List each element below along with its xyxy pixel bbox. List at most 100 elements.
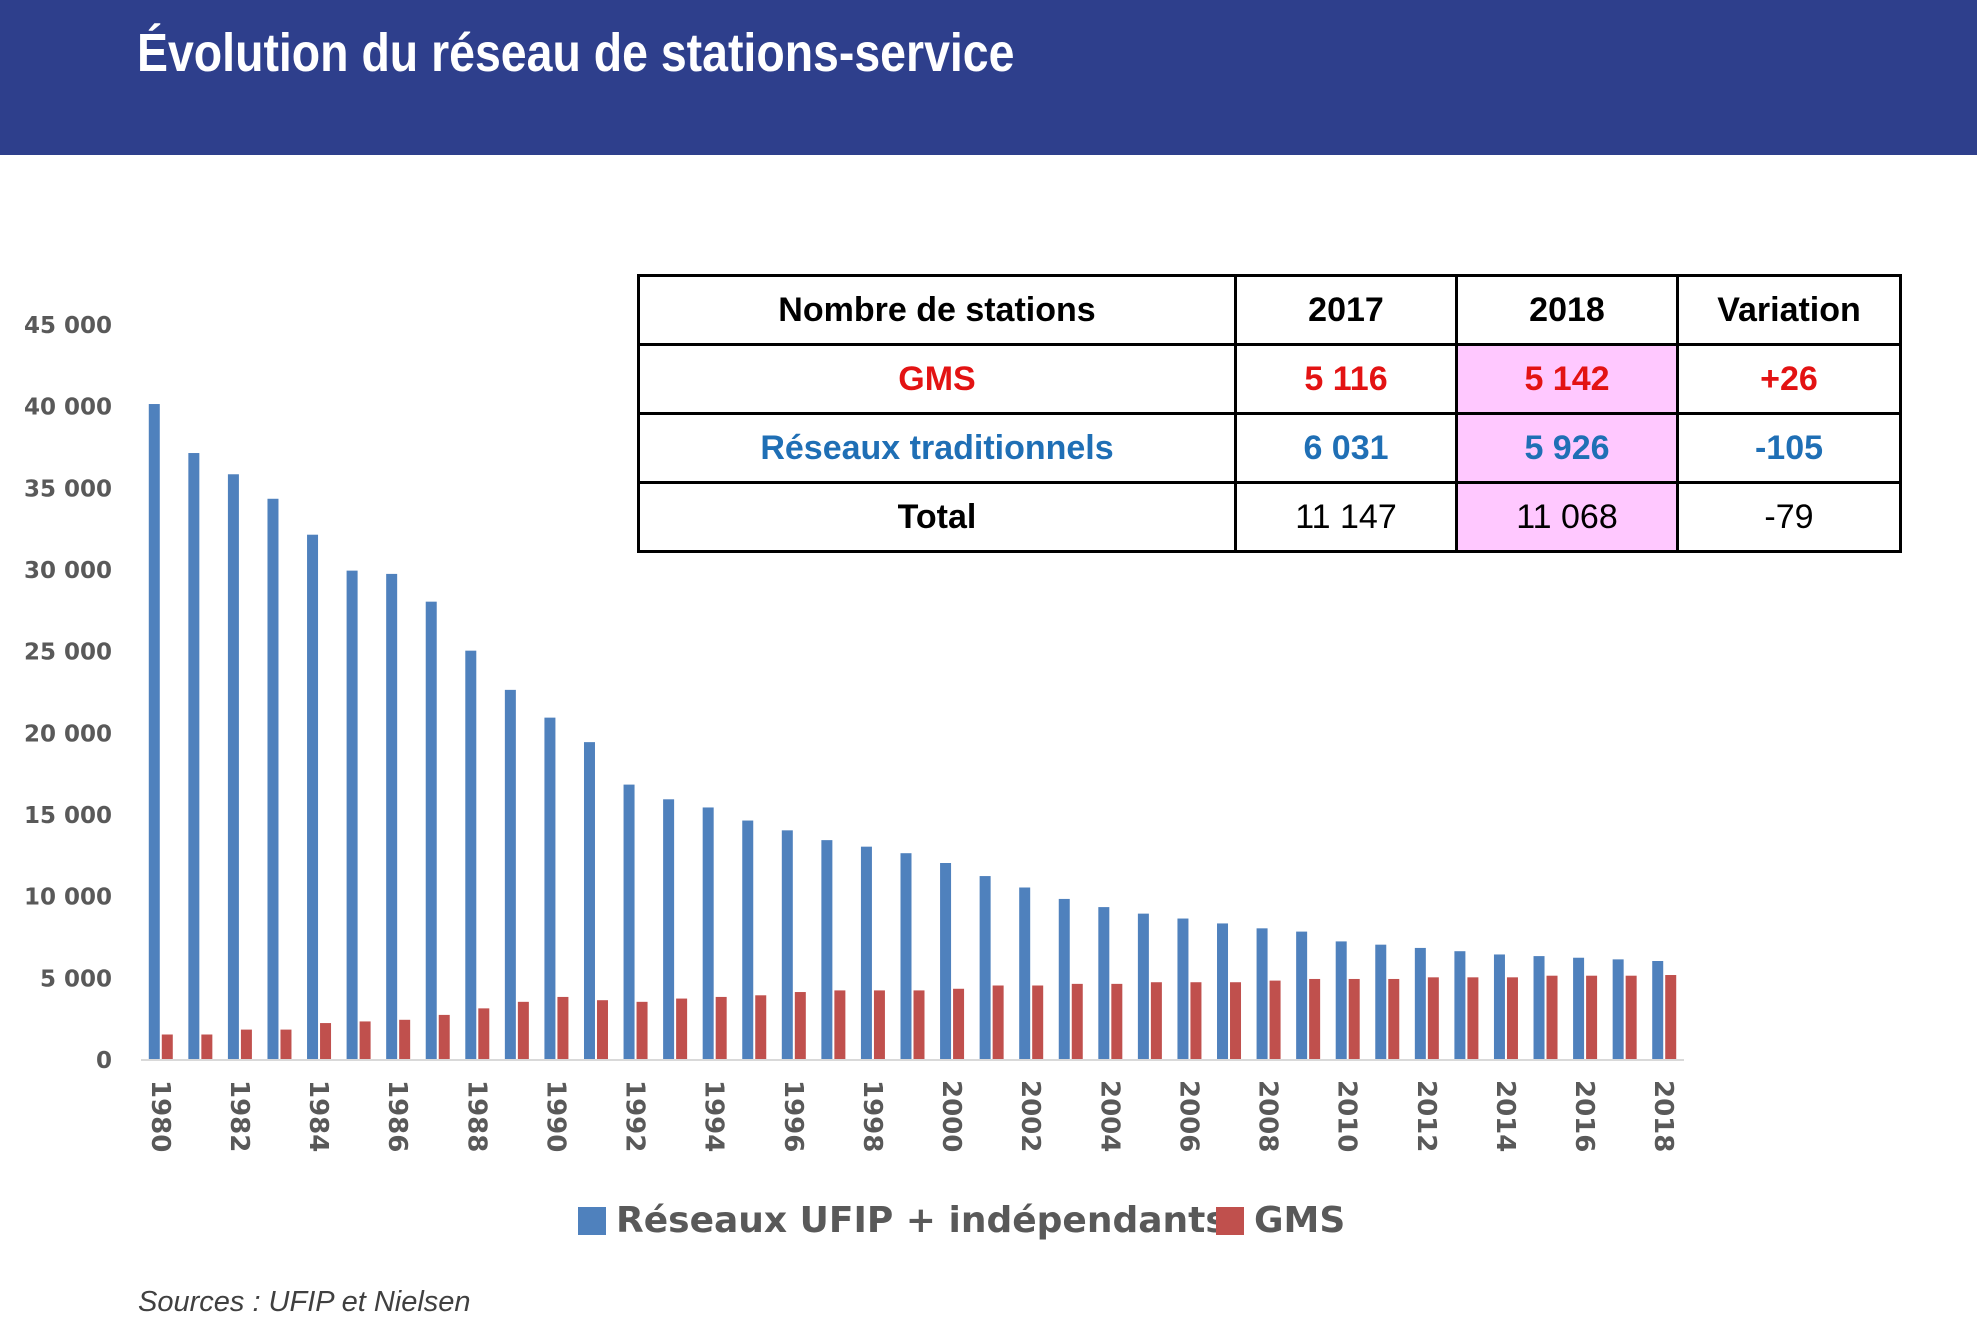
y-tick-label: 15 000: [24, 803, 112, 829]
bar-gms-1995: [755, 995, 767, 1059]
bar-reseaux-2017: [1612, 959, 1624, 1059]
bar-gms-2003: [1071, 983, 1083, 1059]
bar-gms-1988: [478, 1008, 490, 1059]
legend-swatch-reseaux: [578, 1206, 606, 1235]
bar-gms-2016: [1586, 975, 1598, 1059]
bar-gms-2009: [1309, 978, 1321, 1059]
bar-reseaux-2015: [1533, 956, 1545, 1059]
y-tick-label: 20 000: [24, 721, 112, 747]
title-banner: Évolution du réseau de stations-service: [0, 0, 1977, 155]
header-2018: 2018: [1455, 274, 1679, 346]
bar-reseaux-2018: [1652, 961, 1664, 1059]
bar-reseaux-1984: [307, 534, 319, 1059]
bar-reseaux-2014: [1493, 954, 1505, 1059]
bar-reseaux-2012: [1414, 947, 1426, 1059]
cell-2018: 5 142: [1455, 343, 1679, 415]
cell-2018: 11 068: [1455, 481, 1679, 553]
bar-reseaux-1997: [821, 840, 833, 1059]
x-tick-label: 1996: [778, 1080, 808, 1152]
row-label: Réseaux traditionnels: [637, 412, 1237, 484]
legend-item-reseaux: Réseaux UFIP + indépendants: [578, 1200, 1227, 1241]
bar-gms-1998: [873, 990, 885, 1059]
cell-variation: -105: [1676, 412, 1902, 484]
x-tick-label: 1998: [857, 1080, 887, 1152]
header-2017: 2017: [1234, 274, 1458, 346]
bar-gms-2002: [1032, 985, 1044, 1059]
cell-2017: 5 116: [1234, 343, 1458, 415]
header-nombre-de-stations: Nombre de stations: [637, 274, 1237, 346]
bar-reseaux-1992: [623, 784, 635, 1059]
bar-reseaux-2013: [1454, 951, 1466, 1059]
bar-gms-2006: [1190, 982, 1202, 1059]
bar-reseaux-2001: [979, 876, 991, 1059]
bar-gms-1990: [557, 996, 569, 1059]
cell-2017: 6 031: [1234, 412, 1458, 484]
bar-gms-1981: [201, 1034, 213, 1059]
bar-gms-1983: [280, 1029, 292, 1059]
bar-reseaux-1986: [386, 573, 398, 1059]
cell-2018: 5 926: [1455, 412, 1679, 484]
bar-reseaux-1996: [781, 830, 793, 1059]
bar-reseaux-2008: [1256, 928, 1268, 1059]
bar-gms-2013: [1467, 977, 1479, 1059]
bar-reseaux-1991: [583, 742, 595, 1059]
table-row-gms: GMS 5 116 5 142 +26: [637, 343, 1902, 415]
bar-gms-1986: [399, 1019, 411, 1059]
bar-reseaux-1995: [742, 820, 754, 1059]
bar-gms-2001: [992, 985, 1004, 1059]
x-tick-label: 2000: [936, 1080, 966, 1152]
bar-reseaux-2006: [1177, 918, 1189, 1059]
bar-reseaux-1987: [425, 601, 437, 1059]
bar-gms-1994: [715, 996, 727, 1059]
bar-gms-2015: [1546, 975, 1558, 1059]
page-title: Évolution du réseau de stations-service: [137, 23, 1015, 83]
x-tick-label: 2016: [1569, 1080, 1599, 1152]
bar-gms-2004: [1111, 983, 1123, 1059]
bar-gms-1997: [834, 990, 846, 1059]
bar-reseaux-1983: [267, 498, 279, 1059]
x-tick-label: 1990: [540, 1080, 570, 1152]
y-tick-label: 35 000: [24, 476, 112, 502]
bar-reseaux-1985: [346, 570, 358, 1059]
bar-reseaux-2010: [1335, 941, 1347, 1059]
y-tick-label: 45 000: [24, 313, 112, 339]
table-row-total: Total 11 147 11 068 -79: [637, 481, 1902, 553]
bar-reseaux-1993: [663, 799, 675, 1059]
chart-legend: Réseaux UFIP + indépendants GMS: [0, 1200, 1977, 1260]
x-tick-label: 1980: [145, 1080, 175, 1152]
bar-gms-1985: [359, 1021, 371, 1059]
legend-label-gms: GMS: [1254, 1200, 1346, 1241]
x-tick-label: 2010: [1332, 1080, 1362, 1152]
bar-gms-2018: [1665, 975, 1677, 1059]
bar-reseaux-1999: [900, 853, 912, 1059]
bar-gms-1992: [636, 1001, 648, 1059]
source-note: Sources : UFIP et Nielsen: [138, 1286, 471, 1318]
x-tick-label: 1994: [699, 1080, 729, 1152]
x-tick-label: 1992: [620, 1080, 650, 1152]
y-tick-label: 40 000: [24, 395, 112, 421]
bar-gms-1982: [240, 1029, 252, 1059]
bar-chart: 0 5 000 10 000 15 000 20 000 25 000 30 000 35 0…: [24, 313, 1684, 1152]
bar-gms-1991: [596, 1000, 608, 1059]
bar-gms-1996: [794, 992, 806, 1059]
x-tick-label: 2012: [1411, 1080, 1441, 1152]
legend-swatch-gms: [1216, 1206, 1244, 1235]
bar-reseaux-1981: [188, 453, 200, 1059]
bar-gms-1980: [161, 1034, 173, 1059]
bar-reseaux-2009: [1296, 931, 1308, 1059]
bar-reseaux-1980: [148, 404, 160, 1059]
legend-label-reseaux: Réseaux UFIP + indépendants: [616, 1200, 1227, 1241]
bar-gms-2010: [1348, 978, 1360, 1059]
y-tick-label: 30 000: [24, 558, 112, 584]
bar-gms-1989: [517, 1001, 529, 1059]
bar-reseaux-1982: [227, 474, 239, 1059]
row-label: GMS: [637, 343, 1237, 415]
x-tick-label: 2014: [1490, 1080, 1520, 1152]
stations-table: Nombre de stations 2017 2018 Variation G…: [637, 274, 1902, 553]
bar-gms-2012: [1427, 977, 1439, 1059]
bar-gms-1987: [438, 1014, 450, 1059]
y-tick-label: 5 000: [40, 966, 112, 992]
legend-item-gms: GMS: [1216, 1200, 1345, 1241]
x-tick-label: 1984: [303, 1080, 333, 1152]
x-tick-label: 2002: [1015, 1080, 1045, 1152]
